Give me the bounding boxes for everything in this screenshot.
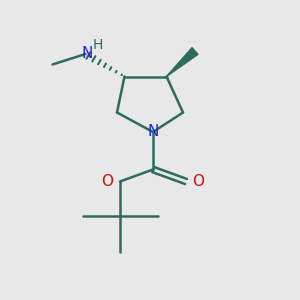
Text: H: H [93, 38, 103, 52]
Text: N: N [147, 124, 159, 140]
Polygon shape [167, 48, 198, 76]
Text: O: O [193, 174, 205, 189]
Text: O: O [101, 174, 113, 189]
Text: N: N [81, 46, 93, 61]
